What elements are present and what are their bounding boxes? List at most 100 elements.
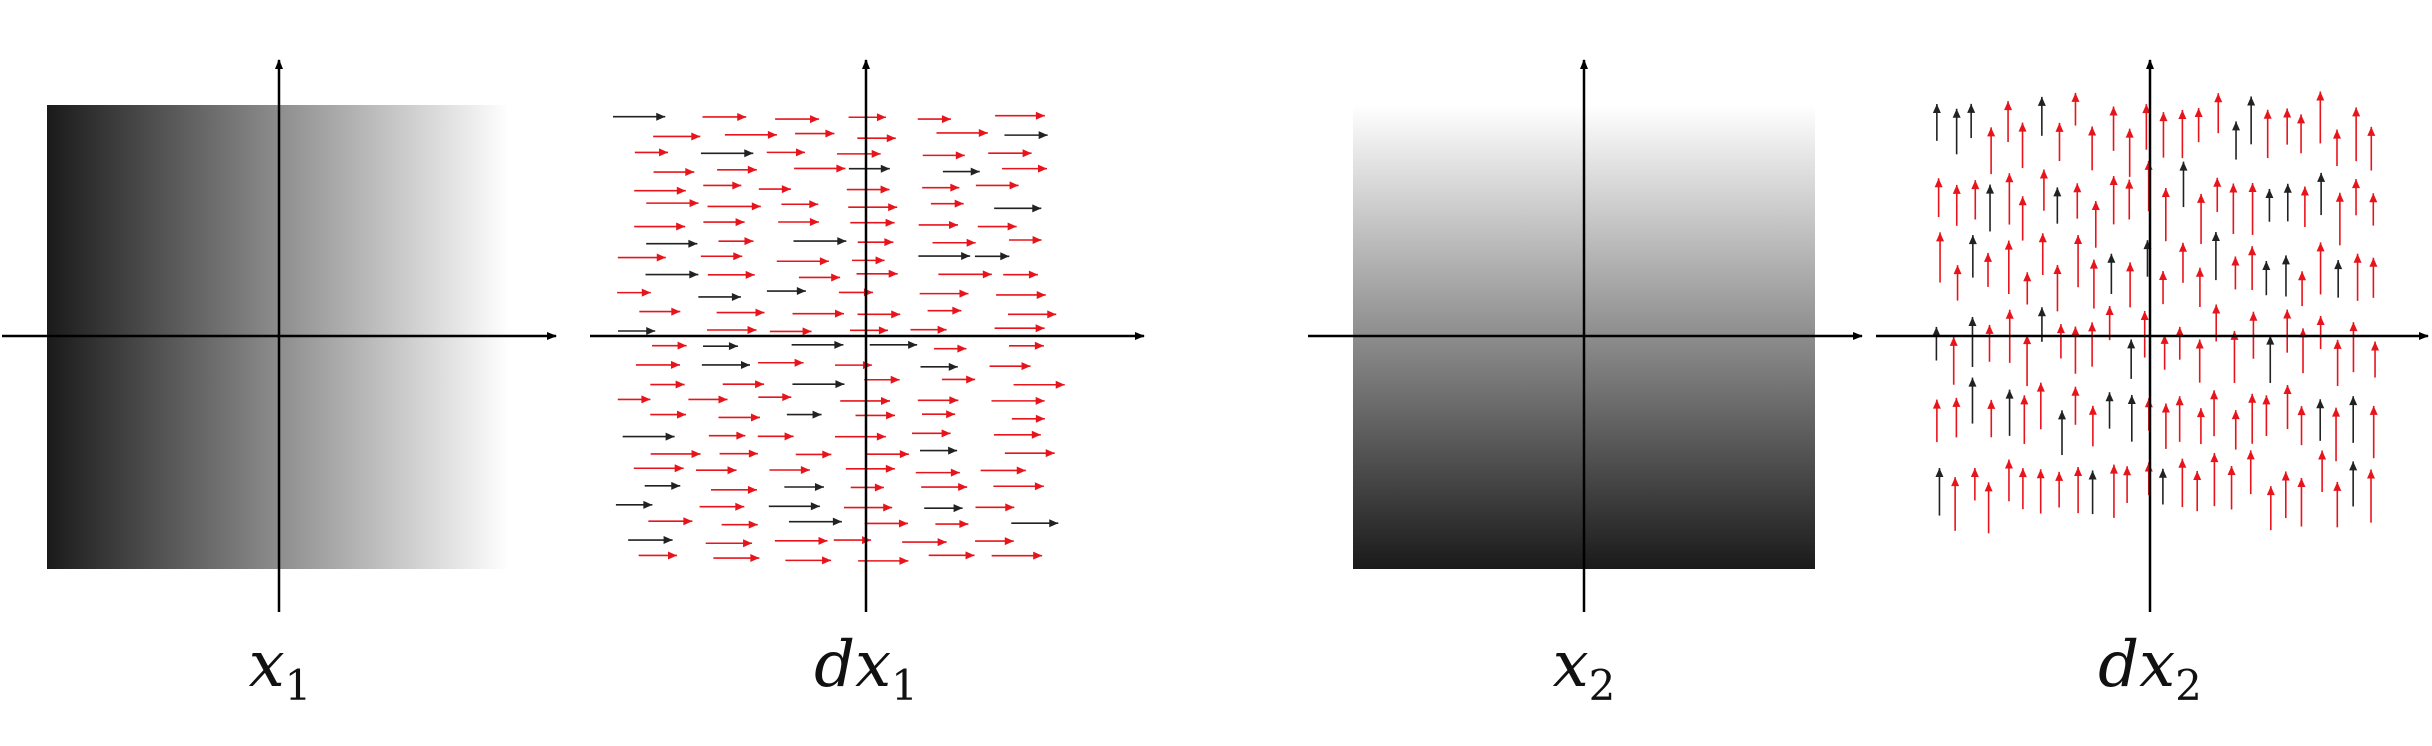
arrow-up-head [2071,326,2080,336]
arrow-right-head [727,466,737,475]
arrow-up-head [2091,201,2100,211]
arrow-right-head [1047,310,1057,319]
arrow-right-head [888,203,898,212]
caption-dx1-sub: 1 [891,661,918,710]
arrow-up-head [1985,324,1994,334]
arrow-right-head [1000,252,1010,261]
arrow-right-head [1028,270,1038,279]
arrow-right-head [809,218,819,227]
arrow-up-head [2232,121,2241,131]
arrow-right-head [767,130,777,139]
arrow-up-head [1968,377,1977,387]
arrow-up-head [2298,271,2307,281]
arrow-up-head [2127,339,2136,349]
arrow-right-head [1009,181,1019,190]
arrow-right-head [949,220,959,229]
caption-dx1: dx1 [716,620,1016,710]
arrow-right-head [888,269,898,278]
arrow-up-head [2005,389,2014,399]
arrow-up-head [2140,310,2149,320]
arrow-up-head [2300,186,2309,196]
arrow-up-head [2262,395,2271,405]
arrow-right-head [677,341,687,350]
arrow-right-head [978,128,988,137]
arrow-up-head [2036,382,2045,392]
arrow-right-head [941,429,951,438]
arrow-up-head [2316,91,2325,101]
arrow-up-head [2297,114,2306,124]
arrow-right-head [744,237,754,246]
arrow-right-head [959,289,969,298]
arrow-right-head [885,218,895,227]
arrow-up-head [2333,339,2342,349]
arrow-up-head [2229,183,2238,193]
arrow-up-head [2004,459,2013,469]
arrow-up-head [2213,177,2222,187]
arrow-up-head [1986,184,1995,194]
arrow-right-head [675,380,685,389]
arrow-right-head [982,270,992,279]
arrow-up-head [2144,160,2153,170]
arrow-right-head [643,500,653,509]
caption-x1-sub: 1 [284,661,312,710]
arrow-up-head [2249,311,2258,321]
arrow-right-head [886,134,896,143]
arrow-up-head [2266,335,2275,345]
arrow-right-head [880,185,890,194]
arrow-up-head [2371,341,2380,351]
arrow-right-head [689,270,699,279]
arrow-up-head [1935,468,1944,478]
arrow-up-head [2297,406,2306,416]
arrow-right-head [890,375,900,384]
arrow-up-head [2352,179,2361,189]
arrow-right-head [885,464,895,473]
arrow-right-head [1005,503,1015,512]
arrow-right-head [732,181,742,190]
arrow-right-head [737,112,747,121]
arrow-up-head [2178,110,2187,120]
arrow-right-head [966,238,976,247]
arrow-right-head [946,410,956,419]
arrow-up-head [2071,92,2080,102]
arrow-right-head [834,309,844,318]
arrow-right-head [950,468,960,477]
arrow-up-head [2193,470,2202,480]
arrow-up-head [2349,396,2358,406]
arrow-up-head [1932,399,1941,409]
arrow-up-head [2175,326,2184,336]
arrow-up-head [2297,477,2306,487]
arrow-right-head [837,237,847,246]
arrow-up-head [2247,96,2256,106]
arrow-right-head [822,556,832,565]
arrow-up-head [2332,129,2341,139]
arrow-right-head [1055,380,1065,389]
arrow-up-head [2020,395,2029,405]
arrow-up-head [2248,393,2257,403]
arrow-up-head [2246,450,2255,460]
arrow-right-head [891,310,901,319]
arrow-up-head [2316,242,2325,252]
arrow-right-head [1031,430,1041,439]
arrow-up-head [2317,172,2326,182]
arrow-right-head [736,431,746,440]
arrow-right-head [800,465,810,474]
arrow-up-head [1952,184,1961,194]
arrow-right-head [677,410,687,419]
arrow-up-head [2281,255,2290,265]
arrow-right-head [728,342,738,351]
arrow-right-head [751,413,761,422]
panel-dx2 [1876,59,2429,612]
arrow-up-head [2248,183,2257,193]
arrow-right-head [948,362,958,371]
caption-x2-base: x [1552,628,1589,702]
arrow-up-head [2038,233,2047,243]
arrow-up-head [2335,192,2344,202]
arrow-up-head [2211,232,2220,242]
arrow-right-head [795,148,805,157]
arrow-up-head [2037,307,2046,317]
arrow-up-head [2053,187,2062,197]
arrow-up-head [2073,183,2082,193]
arrow-right-head [747,165,757,174]
arrow-right-head [832,517,842,526]
